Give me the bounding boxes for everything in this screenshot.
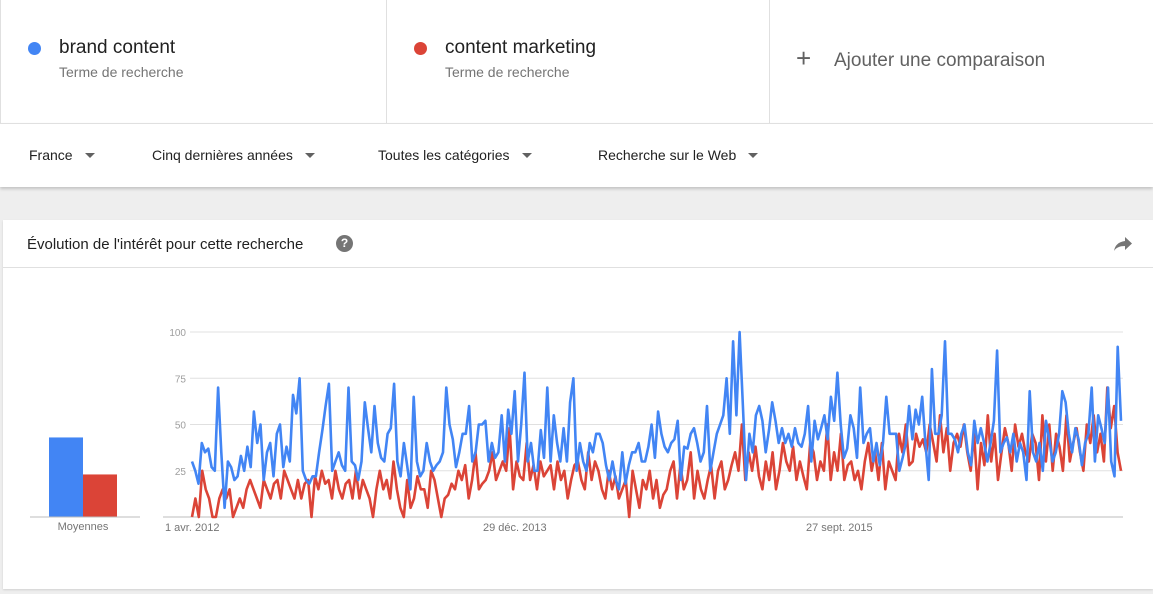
plus-icon: + [796,43,812,73]
search-type-dropdown[interactable]: Recherche sur le Web [598,147,759,163]
x-tick-label: 29 déc. 2013 [483,522,547,534]
region-dropdown[interactable]: France [29,147,95,163]
term-subtitle: Terme de recherche [445,64,570,80]
period-label: Cinq dernières années [152,147,293,163]
x-tick-label: 1 avr. 2012 [165,522,219,534]
term-name[interactable]: content marketing [445,37,597,58]
series-color-dot-icon [414,42,427,55]
interest-over-time-card: Évolution de l'intérêt pour cette recher… [3,220,1153,589]
series-color-dot-icon [28,42,41,55]
category-dropdown[interactable]: Toutes les catégories [378,147,532,163]
category-label: Toutes les catégories [378,147,510,163]
caret-down-icon [748,152,759,158]
caret-down-icon [521,152,532,158]
y-tick-label: 25 [175,467,187,478]
term-card-brand-content[interactable]: brand content Terme de recherche [0,0,387,123]
y-tick-label: 75 [175,374,187,385]
average-bar [49,437,83,517]
term-name[interactable]: brand content [59,37,176,58]
search-type-label: Recherche sur le Web [598,147,737,163]
add-comparison-button[interactable]: + Ajouter une comparaison [770,0,1153,123]
add-comparison-label: Ajouter une comparaison [834,50,1046,71]
y-tick-label: 100 [169,328,186,339]
card-header: Évolution de l'intérêt pour cette recher… [3,220,1153,268]
term-subtitle: Terme de recherche [59,64,184,80]
period-dropdown[interactable]: Cinq dernières années [152,147,315,163]
averages-label: Moyennes [58,521,109,533]
share-icon[interactable] [1113,236,1133,257]
filters-bar: France Cinq dernières années Toutes les … [0,123,1153,187]
x-tick-label: 27 sept. 2015 [806,522,873,534]
term-card-content-marketing[interactable]: content marketing Terme de recherche [387,0,770,123]
help-icon[interactable]: ? [336,235,353,252]
card-title: Évolution de l'intérêt pour cette recher… [27,236,304,253]
caret-down-icon [84,152,95,158]
y-tick-label: 50 [175,421,187,432]
search-terms-bar: brand content Terme de recherche content… [0,0,1153,123]
interest-chart: 100 75 50 25 1 avr. 2012 29 déc. 2013 27 sept.… [30,328,1123,534]
series-line-brand-content [190,330,1123,510]
region-label: France [29,147,73,163]
caret-down-icon [304,152,315,158]
average-bar [83,474,117,517]
